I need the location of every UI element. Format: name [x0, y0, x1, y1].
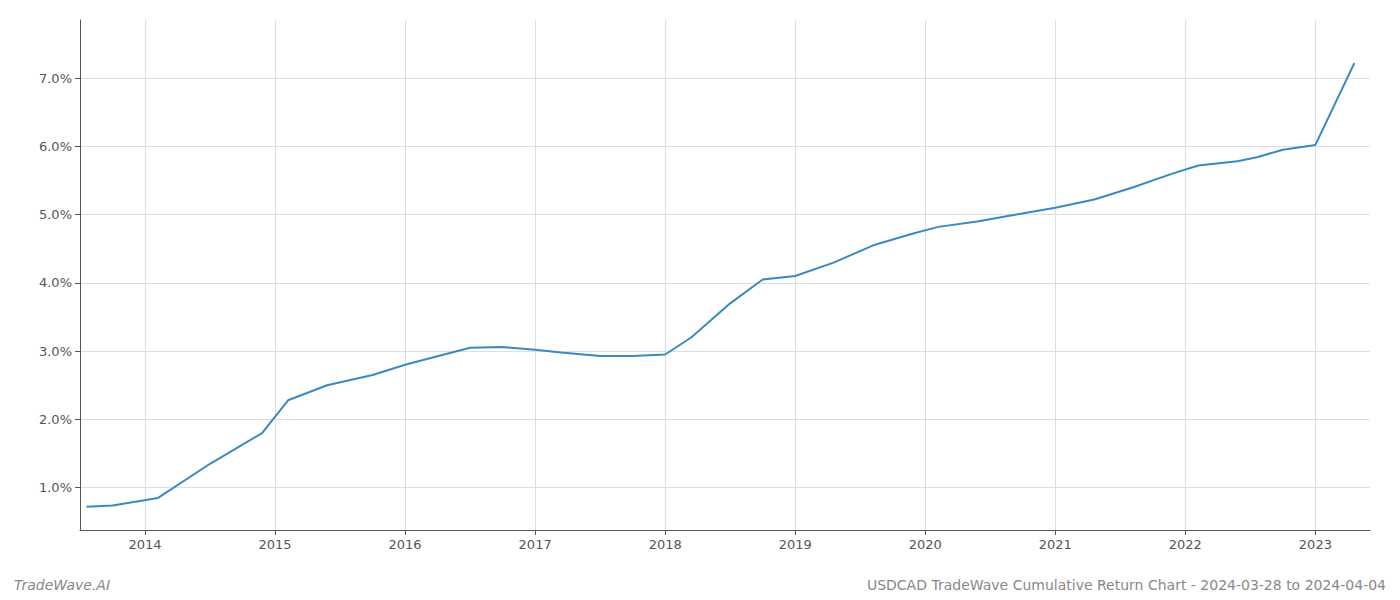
svg-text:5.0%: 5.0% [39, 207, 72, 222]
svg-text:2019: 2019 [779, 537, 812, 552]
svg-text:2017: 2017 [519, 537, 552, 552]
svg-text:4.0%: 4.0% [39, 275, 72, 290]
svg-text:7.0%: 7.0% [39, 71, 72, 86]
svg-text:2022: 2022 [1169, 537, 1202, 552]
svg-text:TradeWave.AI: TradeWave.AI [14, 577, 110, 593]
svg-text:2015: 2015 [259, 537, 292, 552]
svg-text:2018: 2018 [649, 537, 682, 552]
svg-text:USDCAD TradeWave Cumulative Re: USDCAD TradeWave Cumulative Return Chart… [867, 577, 1386, 593]
svg-text:2023: 2023 [1299, 537, 1332, 552]
svg-text:6.0%: 6.0% [39, 139, 72, 154]
svg-text:3.0%: 3.0% [39, 344, 72, 359]
svg-text:2021: 2021 [1039, 537, 1072, 552]
svg-text:2020: 2020 [909, 537, 942, 552]
svg-text:2016: 2016 [389, 537, 422, 552]
svg-text:2014: 2014 [128, 537, 161, 552]
svg-text:1.0%: 1.0% [39, 480, 72, 495]
svg-text:2.0%: 2.0% [39, 412, 72, 427]
